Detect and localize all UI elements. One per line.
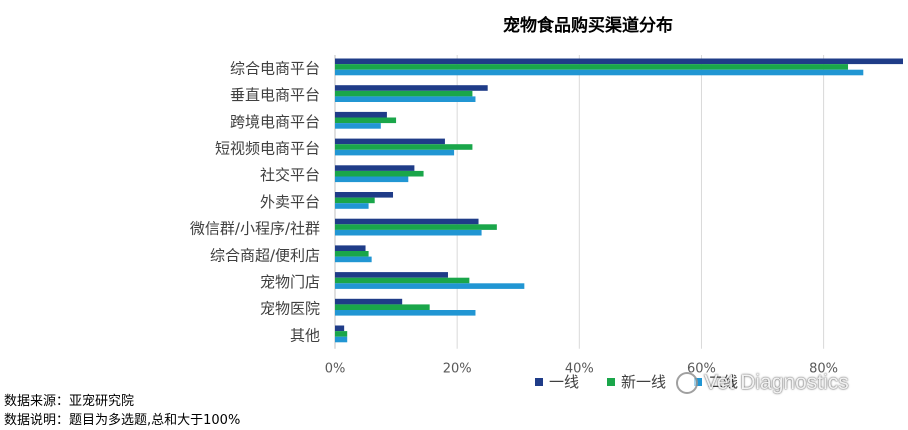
category-label: 综合商超/便利店 (210, 246, 320, 264)
data-explanation-note: 数据说明：题目为多选题,总和大于100% (4, 413, 241, 428)
chart-notes: 数据来源：亚宠研究院 数据说明：题目为多选题,总和大于100% (4, 392, 240, 430)
legend-label-二线: 二线 (708, 373, 738, 390)
legend-label-新一线: 新一线 (621, 373, 666, 390)
category-label: 社交平台 (260, 166, 320, 184)
bar-二线 (335, 96, 476, 102)
wechat-logo-icon (676, 372, 698, 394)
category-label: 垂直电商平台 (230, 86, 320, 104)
watermark: Vet Diagnostics (676, 371, 849, 395)
bar-一线 (335, 245, 366, 251)
bar-二线 (335, 229, 482, 236)
bar-二线 (335, 283, 525, 289)
watermark-text: Vet Diagnostics (704, 371, 849, 394)
bar-二线 (335, 123, 381, 129)
x-tick-label-80: 80% (809, 362, 838, 377)
bar-二线 (335, 149, 455, 156)
category-label: 综合电商平台 (230, 59, 320, 77)
bar-二线 (335, 256, 372, 263)
chart-title: 宠物食品购买渠道分布 (503, 15, 673, 36)
category-label: 短视频电商平台 (215, 139, 320, 157)
bar-新一线 (335, 277, 470, 284)
x-tick-label-60: 60% (687, 362, 716, 377)
x-tick-label-20: 20% (443, 362, 472, 377)
legend-label-一线: 一线 (549, 373, 579, 390)
bar-新一线 (335, 224, 497, 230)
data-source-note: 数据来源：亚宠研究院 (4, 394, 135, 409)
category-label: 微信群/小程序/社群 (190, 220, 320, 238)
bar-新一线 (335, 251, 369, 257)
x-tick-label-40: 40% (565, 362, 594, 377)
legend-swatch-二线 (694, 378, 702, 386)
bar-一线 (335, 58, 903, 65)
bar-二线 (335, 336, 348, 343)
category-label: 其他 (290, 326, 320, 344)
bar-一线 (335, 85, 488, 91)
bar-一线 (335, 111, 387, 118)
bar-新一线 (335, 304, 430, 310)
bar-chart: 宠物食品购买渠道分布 0% 20% 40% 60% 80% 综合电商平台垂直电商平台跨境电商… (190, 15, 903, 390)
bar-二线 (335, 176, 409, 183)
legend-swatch-新一线 (607, 378, 615, 386)
bar-一线 (335, 138, 445, 145)
bar-新一线 (335, 117, 397, 124)
bar-一线 (335, 298, 403, 305)
x-tick-label-0: 0% (325, 362, 346, 377)
bar-新一线 (335, 331, 348, 337)
category-label: 宠物门店 (260, 273, 320, 291)
bar-一线 (335, 325, 345, 332)
bar-新一线 (335, 197, 375, 204)
bar-一线 (335, 272, 448, 278)
bar-一线 (335, 192, 394, 198)
bar-二线 (335, 203, 369, 209)
bar-二线 (335, 310, 476, 316)
category-label: 跨境电商平台 (230, 113, 320, 131)
bar-新一线 (335, 90, 473, 97)
bar-一线 (335, 165, 415, 171)
bar-一线 (335, 218, 479, 225)
category-label: 宠物医院 (260, 300, 320, 318)
bar-新一线 (335, 170, 424, 177)
bar-新一线 (335, 64, 849, 70)
bar-二线 (335, 69, 864, 76)
legend-swatch-一线 (535, 378, 543, 386)
category-label: 外卖平台 (260, 193, 320, 211)
bar-新一线 (335, 144, 473, 150)
